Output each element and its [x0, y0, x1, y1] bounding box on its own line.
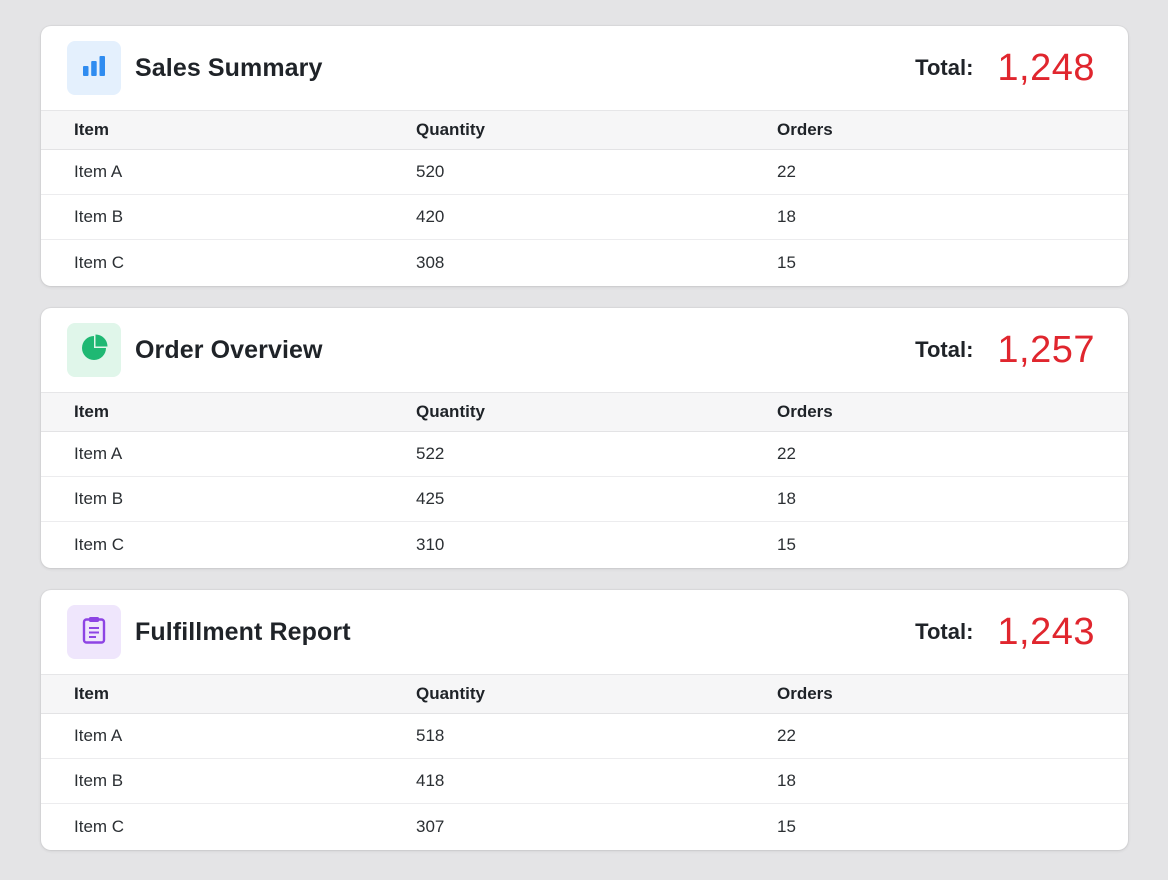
total-label: Total: [915, 619, 974, 644]
cell-quantity: 522 [416, 444, 445, 463]
table-row[interactable]: Item A 520 22 [41, 150, 1128, 195]
card-header: Fulfillment Report Total: 1,243 [41, 590, 1128, 675]
table-row[interactable]: Item C 307 15 [41, 804, 1128, 849]
cell-orders: 15 [777, 816, 796, 836]
column-header-item[interactable]: Item [74, 402, 109, 421]
cell-orders: 18 [777, 489, 796, 508]
clipboard-icon [80, 615, 108, 650]
cell-quantity: 307 [416, 816, 445, 836]
order-icon-tile [67, 323, 121, 377]
cell-orders: 22 [777, 444, 796, 463]
table-row[interactable]: Item B 418 18 [41, 759, 1128, 804]
cell-item: Item C [74, 816, 125, 836]
order-overview-card: Order Overview Total: 1,257 Item Quantit… [41, 308, 1128, 568]
report-stack: Sales Summary Total: 1,248 Item Quantity… [41, 26, 1128, 850]
table-row[interactable]: Item B 425 18 [41, 477, 1128, 522]
total-label: Total: [915, 337, 974, 362]
column-header-item[interactable]: Item [74, 120, 109, 139]
total-value: 1,257 [997, 328, 1095, 371]
cell-quantity: 310 [416, 534, 445, 554]
column-header-orders[interactable]: Orders [777, 120, 833, 139]
column-header-quantity[interactable]: Quantity [416, 684, 485, 703]
column-header-orders[interactable]: Orders [777, 684, 833, 703]
cell-orders: 15 [777, 252, 796, 272]
cell-quantity: 518 [416, 726, 445, 745]
column-header-quantity[interactable]: Quantity [416, 120, 485, 139]
cell-item: Item A [74, 444, 123, 463]
total-value: 1,248 [997, 46, 1095, 89]
table-row[interactable]: Item A 522 22 [41, 432, 1128, 477]
sales-icon-tile [67, 41, 121, 95]
cell-quantity: 308 [416, 252, 445, 272]
card-header: Order Overview Total: 1,257 [41, 308, 1128, 393]
cell-orders: 18 [777, 771, 796, 790]
table-header: Item Quantity Orders [41, 675, 1128, 714]
card-title: Order Overview [135, 335, 323, 364]
column-header-quantity[interactable]: Quantity [416, 402, 485, 421]
column-header-orders[interactable]: Orders [777, 402, 833, 421]
table-header: Item Quantity Orders [41, 111, 1128, 150]
cell-item: Item B [74, 771, 124, 790]
cell-item: Item B [74, 207, 124, 226]
fulfillment-icon-tile [67, 605, 121, 659]
table-row[interactable]: Item C 308 15 [41, 240, 1128, 285]
table-row[interactable]: Item B 420 18 [41, 195, 1128, 240]
table-header: Item Quantity Orders [41, 393, 1128, 432]
sales-summary-card: Sales Summary Total: 1,248 Item Quantity… [41, 26, 1128, 286]
cell-orders: 15 [777, 534, 796, 554]
cell-item: Item A [74, 726, 123, 745]
cell-quantity: 520 [416, 162, 445, 181]
card-title: Fulfillment Report [135, 617, 351, 646]
total-value: 1,243 [997, 610, 1095, 653]
table-row[interactable]: Item C 310 15 [41, 522, 1128, 567]
cell-orders: 22 [777, 162, 796, 181]
cell-quantity: 420 [416, 207, 445, 226]
cell-orders: 18 [777, 207, 796, 226]
bar-chart-icon [80, 52, 108, 85]
cell-quantity: 425 [416, 489, 445, 508]
card-header: Sales Summary Total: 1,248 [41, 26, 1128, 111]
fulfillment-report-card: Fulfillment Report Total: 1,243 Item Qua… [41, 590, 1128, 850]
cell-item: Item C [74, 252, 125, 272]
cell-item: Item A [74, 162, 123, 181]
pie-chart-icon [79, 333, 109, 368]
cell-item: Item C [74, 534, 125, 554]
cell-item: Item B [74, 489, 124, 508]
card-title: Sales Summary [135, 53, 323, 82]
cell-orders: 22 [777, 726, 796, 745]
cell-quantity: 418 [416, 771, 445, 790]
total-label: Total: [915, 55, 974, 80]
table-row[interactable]: Item A 518 22 [41, 714, 1128, 759]
column-header-item[interactable]: Item [74, 684, 109, 703]
